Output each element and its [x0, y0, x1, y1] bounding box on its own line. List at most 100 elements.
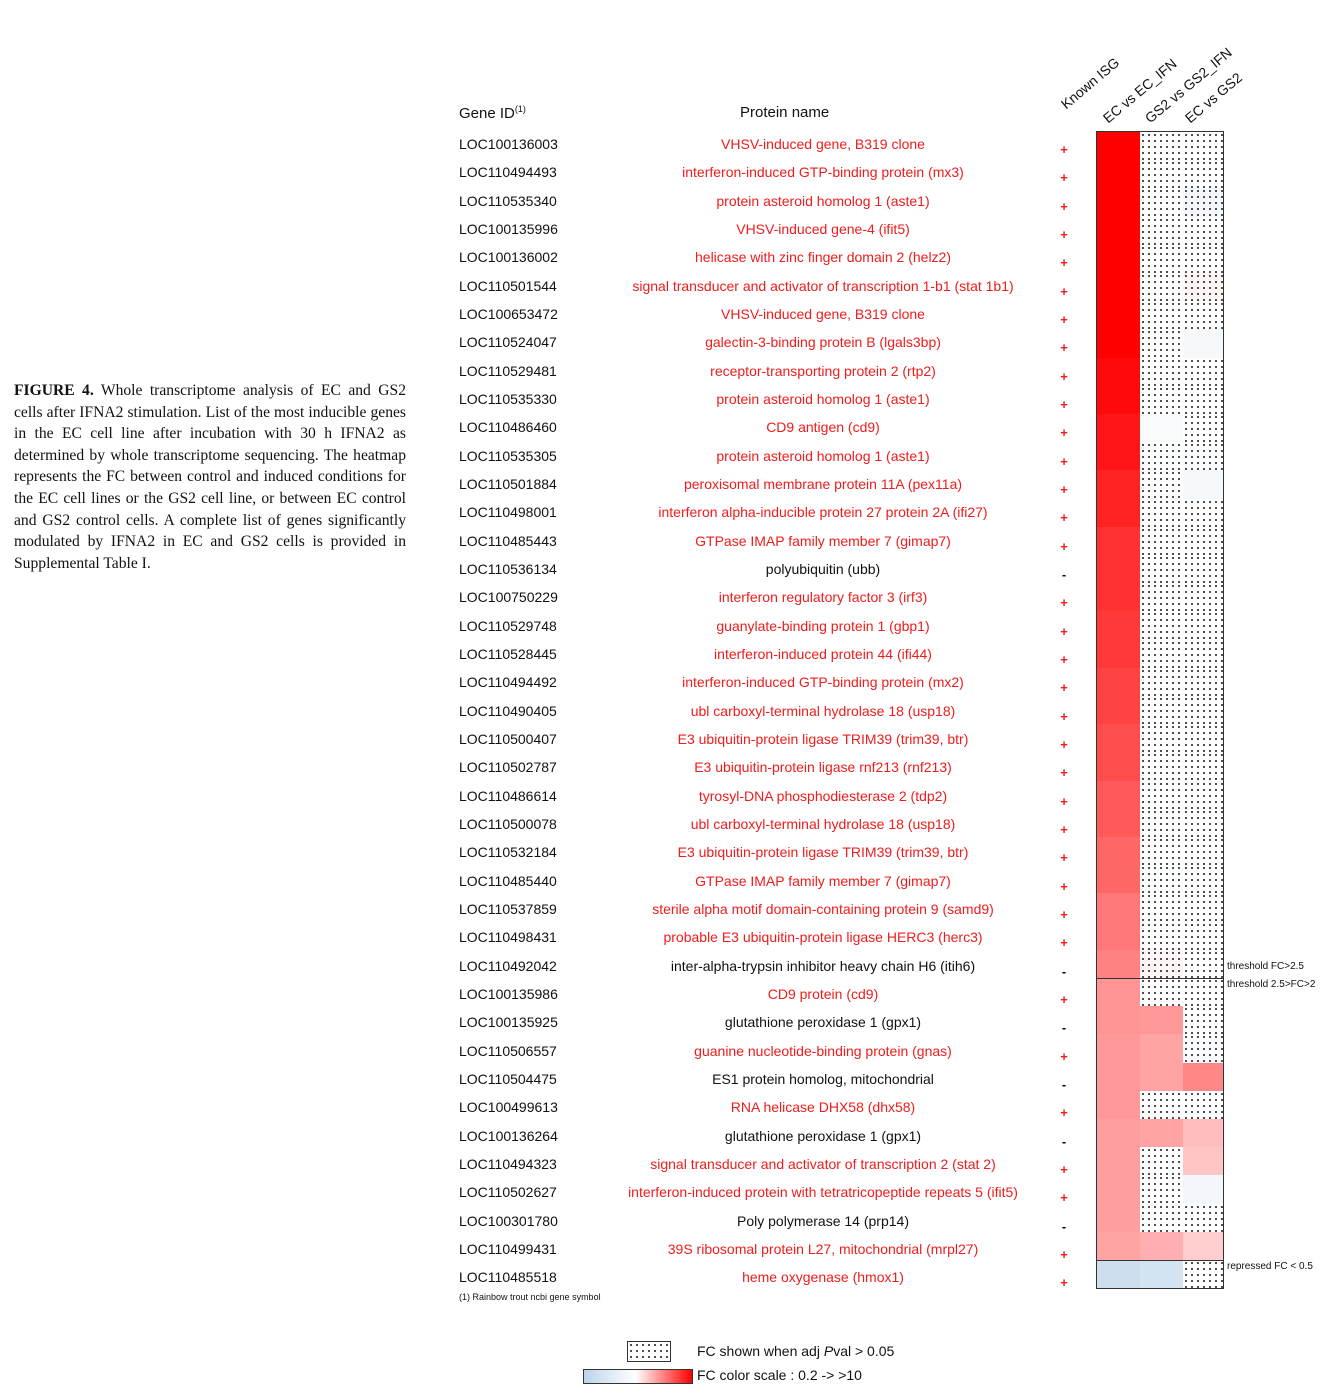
- heatmap-cell: [1140, 1175, 1183, 1205]
- gene-id: LOC110536134: [459, 560, 557, 577]
- heatmap-cell: [1140, 1147, 1183, 1176]
- gene-id: LOC110492042: [459, 957, 557, 974]
- heatmap-cell: [1183, 667, 1223, 697]
- gene-id: LOC110502787: [459, 759, 557, 776]
- heatmap-cell: [1097, 1203, 1140, 1233]
- heatmap-cell: [1097, 1147, 1140, 1176]
- heatmap-cell: [1097, 498, 1140, 528]
- known-isg-mark: +: [1060, 255, 1068, 271]
- heatmap-cell: [1183, 1034, 1223, 1064]
- gene-id: LOC100301780: [459, 1212, 558, 1229]
- heatmap-cell: [1183, 555, 1223, 584]
- heatmap-cell: [1183, 1006, 1223, 1035]
- heatmap-cell: [1183, 273, 1223, 302]
- known-isg-mark: +: [1060, 510, 1068, 526]
- heatmap-cell: [1097, 526, 1140, 556]
- heatmap-cell: [1183, 526, 1223, 556]
- heatmap-cell: [1097, 1006, 1140, 1035]
- gene-id: LOC110537859: [459, 900, 557, 917]
- threshold-label: threshold 2.5>FC>2: [1227, 979, 1316, 990]
- heatmap-cell: [1183, 1175, 1223, 1205]
- heatmap-cell: [1183, 837, 1223, 866]
- threshold-separator: [1097, 978, 1223, 979]
- threshold-label: threshold FC>2.5: [1227, 961, 1304, 972]
- heatmap-cell: [1140, 949, 1183, 979]
- known-isg-mark: +: [1060, 850, 1068, 866]
- heatmap-cell: [1140, 301, 1183, 330]
- known-isg-mark: +: [1060, 708, 1068, 724]
- gene-id: LOC110490405: [459, 702, 557, 719]
- gene-id: LOC110498001: [459, 504, 557, 521]
- threshold-label: repressed FC < 0.5: [1227, 1261, 1313, 1272]
- heatmap-cell: [1097, 244, 1140, 274]
- gene-id: LOC110504475: [459, 1070, 557, 1087]
- heatmap-cell: [1097, 1175, 1140, 1205]
- heatmap-cell: [1140, 865, 1183, 894]
- gene-id: LOC110485440: [459, 872, 557, 889]
- gene-id: LOC100750229: [459, 589, 558, 606]
- protein-name: CD9 protein (cd9): [767, 985, 879, 1002]
- protein-name: interferon alpha-inducible protein 27 pr…: [658, 504, 988, 521]
- known-isg-mark: +: [1060, 368, 1068, 384]
- heatmap-cell: [1097, 385, 1140, 415]
- heatmap-cell: [1183, 724, 1223, 753]
- protein-name: interferon-induced GTP-binding protein (…: [682, 674, 964, 691]
- gene-id: LOC110535305: [459, 447, 557, 464]
- heatmap-cell: [1140, 1090, 1183, 1120]
- heatmap-cell: [1097, 893, 1140, 923]
- heatmap-cell: [1097, 921, 1140, 951]
- heatmap-cell: [1140, 1119, 1183, 1148]
- heatmap-cell: [1140, 611, 1183, 641]
- known-isg-mark: +: [1060, 142, 1068, 157]
- gene-id-header-sup: (1): [514, 104, 526, 114]
- heatmap-cell: [1097, 1034, 1140, 1064]
- heatmap-cell: [1140, 667, 1183, 697]
- gene-id: LOC110500407: [459, 730, 557, 747]
- heatmap-cell: [1183, 301, 1223, 330]
- gene-id: LOC100135986: [459, 985, 558, 1002]
- known-isg-mark: +: [1060, 453, 1068, 469]
- known-isg-mark: +: [1060, 425, 1068, 441]
- heatmap-cell: [1140, 583, 1183, 612]
- protein-name: ubl carboxyl-terminal hydrolase 18 (usp1…: [690, 815, 956, 832]
- heatmap-cell: [1140, 978, 1183, 1007]
- heatmap-cell: [1183, 1203, 1223, 1233]
- protein-name: CD9 antigen (cd9): [766, 419, 880, 436]
- heatmap-cell: [1140, 1203, 1183, 1233]
- heatmap-cell: [1140, 357, 1183, 387]
- heatmap-cell: [1140, 498, 1183, 528]
- heatmap-cell: [1097, 470, 1140, 500]
- gene-id: LOC110498431: [459, 929, 557, 946]
- known-isg-mark: +: [1060, 1275, 1068, 1291]
- protein-name: guanine nucleotide-binding protein (gnas…: [694, 1042, 952, 1059]
- gene-id: LOC110494493: [459, 164, 557, 181]
- heatmap-cell: [1140, 780, 1183, 810]
- gene-id: LOC110529748: [459, 617, 557, 634]
- known-isg-mark: +: [1060, 311, 1068, 327]
- known-isg-mark: +: [1060, 623, 1068, 639]
- heatmap-cell: [1097, 216, 1140, 246]
- heatmap-cell: [1140, 639, 1183, 669]
- legend-dotted-swatch: [627, 1341, 671, 1362]
- heatmap-cell: [1140, 1231, 1183, 1261]
- protein-name: probable E3 ubiquitin-protein ligase HER…: [663, 929, 983, 946]
- gene-id: LOC100136264: [459, 1127, 558, 1144]
- threshold-separator: [1097, 1260, 1223, 1261]
- footnote: (1) Rainbow trout ncbi gene symbol: [459, 1292, 601, 1302]
- heatmap-cell: [1140, 470, 1183, 500]
- gene-id: LOC100136002: [459, 249, 558, 266]
- heatmap-cell: [1097, 1119, 1140, 1148]
- protein-name: protein asteroid homolog 1 (aste1): [716, 390, 930, 407]
- heatmap-cell: [1183, 470, 1223, 500]
- gene-id: LOC110500078: [459, 815, 557, 832]
- known-isg-mark: -: [1061, 1218, 1067, 1234]
- heatmap-cell: [1097, 780, 1140, 810]
- protein-name: inter-alpha-trypsin inhibitor heavy chai…: [670, 957, 976, 974]
- gene-id-header-text: Gene ID: [459, 105, 515, 122]
- gene-id: LOC110535330: [459, 390, 557, 407]
- heatmap-cell: [1183, 160, 1223, 189]
- known-isg-mark: +: [1060, 198, 1068, 214]
- heatmap-cell: [1140, 724, 1183, 753]
- heatmap-cell: [1183, 921, 1223, 951]
- protein-name: glutathione peroxidase 1 (gpx1): [724, 1014, 922, 1031]
